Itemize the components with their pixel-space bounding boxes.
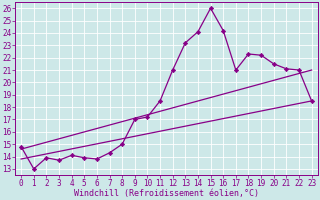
X-axis label: Windchill (Refroidissement éolien,°C): Windchill (Refroidissement éolien,°C) — [74, 189, 259, 198]
